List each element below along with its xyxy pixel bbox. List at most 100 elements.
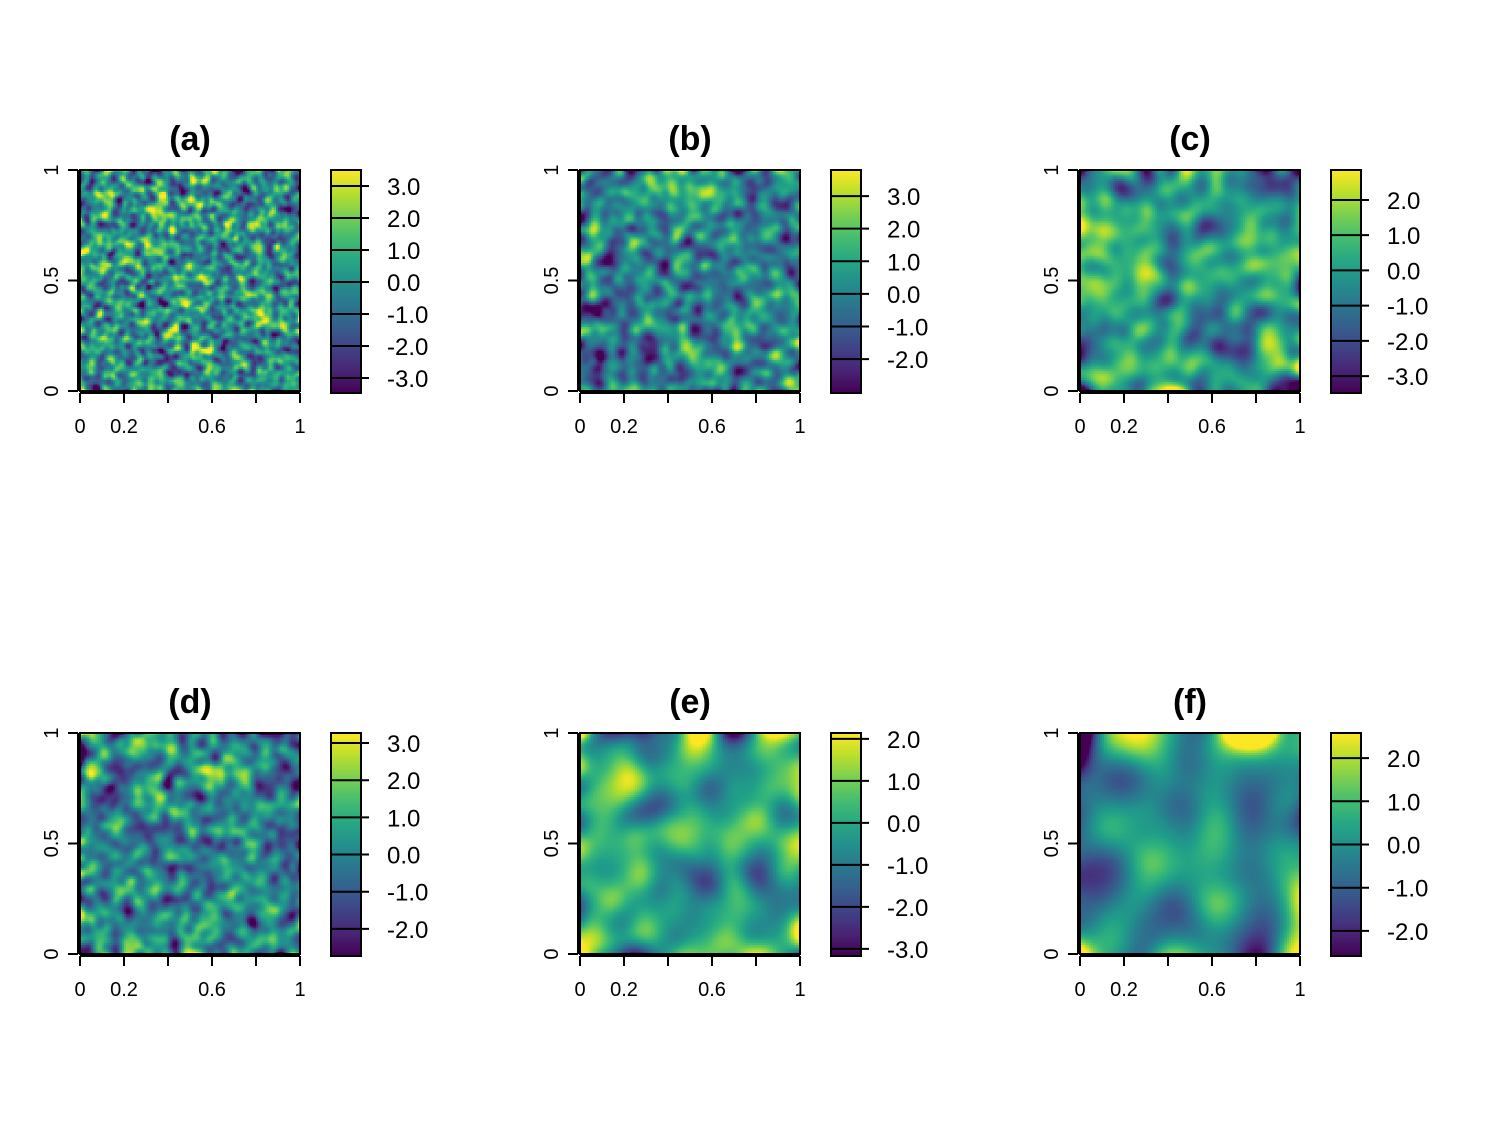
colorbar-tick-label: 2.0 bbox=[1387, 746, 1420, 773]
x-tick-label: 1 bbox=[1294, 979, 1305, 1001]
colorbar-tick-label: 1.0 bbox=[1387, 789, 1420, 816]
panel-a: (a) 0 0.2 0.6 1 0 0.5 1 3.0 2.0 1.0 0.0 -1.0 -2.0 -3.0 bbox=[41, 120, 428, 438]
plot-frame bbox=[1079, 732, 1301, 955]
x-tick-label: 0.2 bbox=[610, 416, 638, 438]
y-tick-label: 0.5 bbox=[41, 267, 63, 295]
heatmap-field bbox=[580, 733, 800, 954]
y-tick-label: 1 bbox=[1041, 727, 1063, 738]
plot-frame bbox=[1079, 169, 1301, 392]
x-tick-label: 0 bbox=[574, 979, 585, 1001]
plot-frame bbox=[79, 169, 301, 392]
heatmap-field bbox=[80, 733, 300, 954]
x-tick-label: 0.6 bbox=[698, 979, 726, 1001]
x-tick-label: 1 bbox=[294, 979, 305, 1001]
colorbar-tick-label: 3.0 bbox=[387, 731, 420, 758]
colorbar-tick-label: -3.0 bbox=[887, 937, 928, 964]
x-tick-label: 1 bbox=[294, 416, 305, 438]
colorbar-tick-label: -2.0 bbox=[1387, 919, 1428, 946]
x-tick-label: 0 bbox=[574, 416, 585, 438]
colorbar-tick-label: 0.0 bbox=[1387, 258, 1420, 285]
panel-c: (c) 0 0.2 0.6 1 0 0.5 1 2.0 1.0 0.0 -1.0 -2.0 -3.0 bbox=[1041, 120, 1428, 438]
colorbar-tick-label: -1.0 bbox=[1387, 294, 1428, 321]
x-tick-label: 0.6 bbox=[198, 979, 226, 1001]
colorbar-tick-label: -1.0 bbox=[387, 302, 428, 329]
y-tick-label: 0 bbox=[1041, 948, 1063, 959]
y-tick-label: 0 bbox=[541, 948, 563, 959]
colorbar bbox=[330, 732, 362, 957]
heatmap-field bbox=[580, 170, 800, 391]
y-tick-label: 1 bbox=[1041, 164, 1063, 175]
panel-b: (b) 0 0.2 0.6 1 0 0.5 1 3.0 2.0 1.0 0.0 -1.0 -2.0 bbox=[541, 120, 928, 438]
y-tick-label: 1 bbox=[541, 164, 563, 175]
y-tick-label: 0 bbox=[541, 385, 563, 396]
heatmap-field bbox=[1080, 733, 1300, 954]
x-tick-label: 1 bbox=[794, 416, 805, 438]
colorbar-tick-label: -2.0 bbox=[887, 895, 928, 922]
colorbar-tick-label: -3.0 bbox=[1387, 364, 1428, 391]
colorbar-tick-label: 1.0 bbox=[387, 805, 420, 832]
colorbar-tick-label: -2.0 bbox=[387, 334, 428, 361]
y-tick-label: 0 bbox=[41, 385, 63, 396]
colorbar-tick-label: -1.0 bbox=[1387, 876, 1428, 903]
colorbar-tick-label: -2.0 bbox=[1387, 329, 1428, 356]
x-tick-label: 0.2 bbox=[1110, 416, 1138, 438]
x-tick-label: 0.2 bbox=[110, 979, 138, 1001]
colorbar bbox=[830, 732, 862, 957]
plot-frame bbox=[579, 732, 801, 955]
x-tick-label: 0 bbox=[1074, 979, 1085, 1001]
colorbar-tick-label: -1.0 bbox=[887, 853, 928, 880]
colorbar-tick-label: -2.0 bbox=[387, 917, 428, 944]
heatmap-field bbox=[80, 170, 300, 391]
colorbar-tick-label: 0.0 bbox=[387, 843, 420, 870]
x-tick-label: 0 bbox=[74, 416, 85, 438]
panel-title: (d) bbox=[168, 683, 211, 721]
x-tick-label: 0.2 bbox=[610, 979, 638, 1001]
y-tick-label: 0.5 bbox=[41, 830, 63, 858]
colorbar-tick-label: 0.0 bbox=[887, 811, 920, 838]
colorbar-tick-label: 1.0 bbox=[887, 769, 920, 796]
colorbar-tick-label: 1.0 bbox=[387, 238, 420, 265]
y-tick-label: 0 bbox=[41, 948, 63, 959]
y-tick-label: 0.5 bbox=[541, 830, 563, 858]
x-tick-label: 0.2 bbox=[1110, 979, 1138, 1001]
x-tick-label: 0.6 bbox=[1198, 416, 1226, 438]
colorbar-tick-label: 1.0 bbox=[887, 249, 920, 276]
y-tick-label: 0.5 bbox=[541, 267, 563, 295]
colorbar bbox=[830, 169, 862, 394]
colorbar bbox=[1330, 169, 1362, 394]
x-tick-label: 0.6 bbox=[198, 416, 226, 438]
panel-title: (f) bbox=[1173, 683, 1207, 721]
x-tick-label: 0.6 bbox=[1198, 979, 1226, 1001]
y-tick-label: 0 bbox=[1041, 385, 1063, 396]
colorbar-tick-label: -1.0 bbox=[887, 314, 928, 341]
colorbar-tick-label: 2.0 bbox=[387, 206, 420, 233]
plot-frame bbox=[79, 732, 301, 955]
y-tick-label: 0.5 bbox=[1041, 830, 1063, 858]
colorbar-tick-label: -2.0 bbox=[887, 347, 928, 374]
panel-f: (f) 0 0.2 0.6 1 0 0.5 1 2.0 1.0 0.0 -1.0 -2.0 bbox=[1041, 683, 1428, 1001]
colorbar-tick-label: 2.0 bbox=[887, 727, 920, 754]
colorbar-tick-label: 2.0 bbox=[887, 217, 920, 244]
colorbar-tick-label: 0.0 bbox=[1387, 833, 1420, 860]
colorbar-tick-label: 2.0 bbox=[1387, 188, 1420, 215]
colorbar-tick-label: 0.0 bbox=[887, 282, 920, 309]
x-tick-label: 1 bbox=[1294, 416, 1305, 438]
y-tick-label: 1 bbox=[541, 727, 563, 738]
panel-e: (e) 0 0.2 0.6 1 0 0.5 1 2.0 1.0 0.0 -1.0 -2.0 -3.0 bbox=[541, 683, 928, 1001]
heatmap-field bbox=[1080, 170, 1300, 391]
panel-d: (d) 0 0.2 0.6 1 0 0.5 1 3.0 2.0 1.0 0.0 -1.0 -2.0 bbox=[41, 683, 428, 1001]
y-tick-label: 0.5 bbox=[1041, 267, 1063, 295]
x-tick-label: 1 bbox=[794, 979, 805, 1001]
y-tick-label: 1 bbox=[41, 727, 63, 738]
colorbar-tick-label: -3.0 bbox=[387, 366, 428, 393]
x-tick-label: 0.6 bbox=[698, 416, 726, 438]
x-tick-label: 0 bbox=[74, 979, 85, 1001]
panel-title: (c) bbox=[1169, 120, 1211, 158]
colorbar-tick-label: 2.0 bbox=[387, 768, 420, 795]
colorbar-tick-label: 3.0 bbox=[387, 174, 420, 201]
plot-frame bbox=[579, 169, 801, 392]
y-tick-label: 1 bbox=[41, 164, 63, 175]
panel-title: (a) bbox=[169, 120, 211, 158]
